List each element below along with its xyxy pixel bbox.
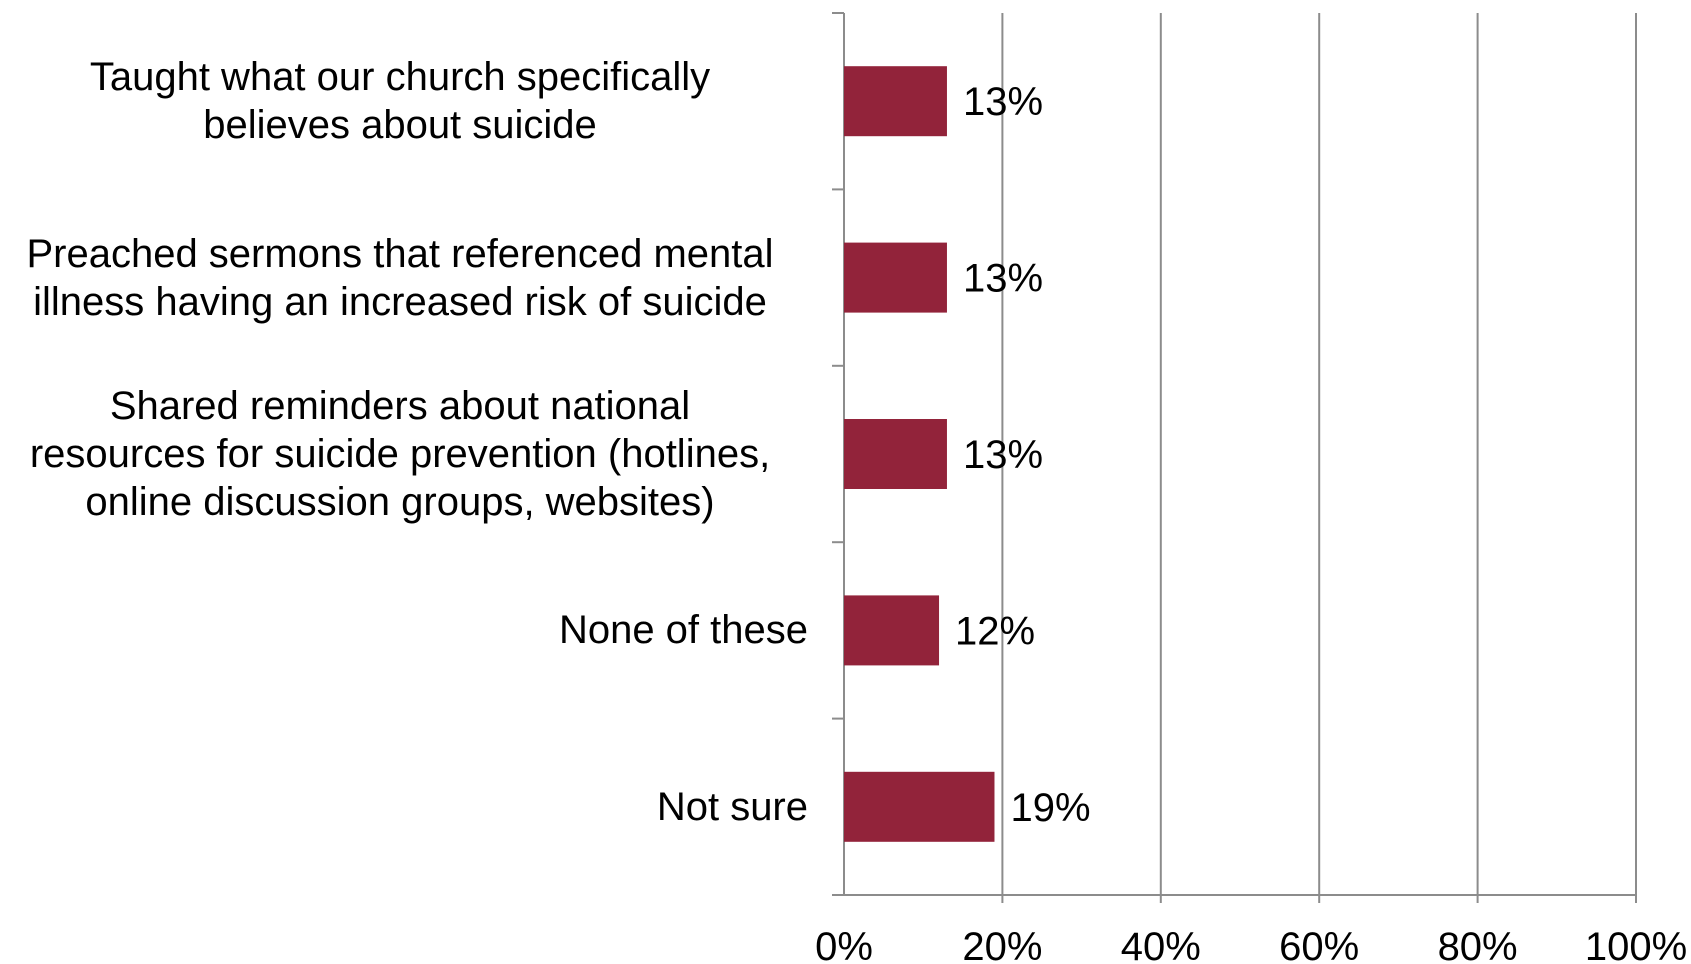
bar-2: [844, 419, 947, 489]
category-label-not-sure: Not sure: [656, 784, 808, 829]
bar-3: [844, 595, 940, 666]
bar-0: [844, 66, 947, 137]
category-label-preached: Preached sermons that referenced mental …: [26, 231, 774, 324]
x-tick-label-60: 60%: [1279, 925, 1359, 964]
data-label-4: 19%: [1010, 786, 1090, 830]
data-label-0: 13%: [963, 80, 1043, 124]
x-tick-label-20: 20%: [962, 925, 1042, 964]
category-label-shared: Shared reminders about national resource…: [29, 384, 771, 524]
data-label-2: 13%: [963, 433, 1043, 477]
data-label-1: 13%: [963, 257, 1043, 301]
category-label-none: None of these: [558, 608, 808, 653]
x-tick-label-100: 100%: [1585, 925, 1687, 964]
x-tick-label-0: 0%: [815, 925, 873, 964]
bar-1: [844, 242, 947, 313]
bar-4: [844, 771, 995, 842]
x-tick-label-40: 40%: [1121, 925, 1201, 964]
category-label-taught: Taught what our church specifically beli…: [89, 55, 711, 148]
data-label-3: 12%: [955, 609, 1035, 653]
x-tick-label-80: 80%: [1438, 925, 1518, 964]
